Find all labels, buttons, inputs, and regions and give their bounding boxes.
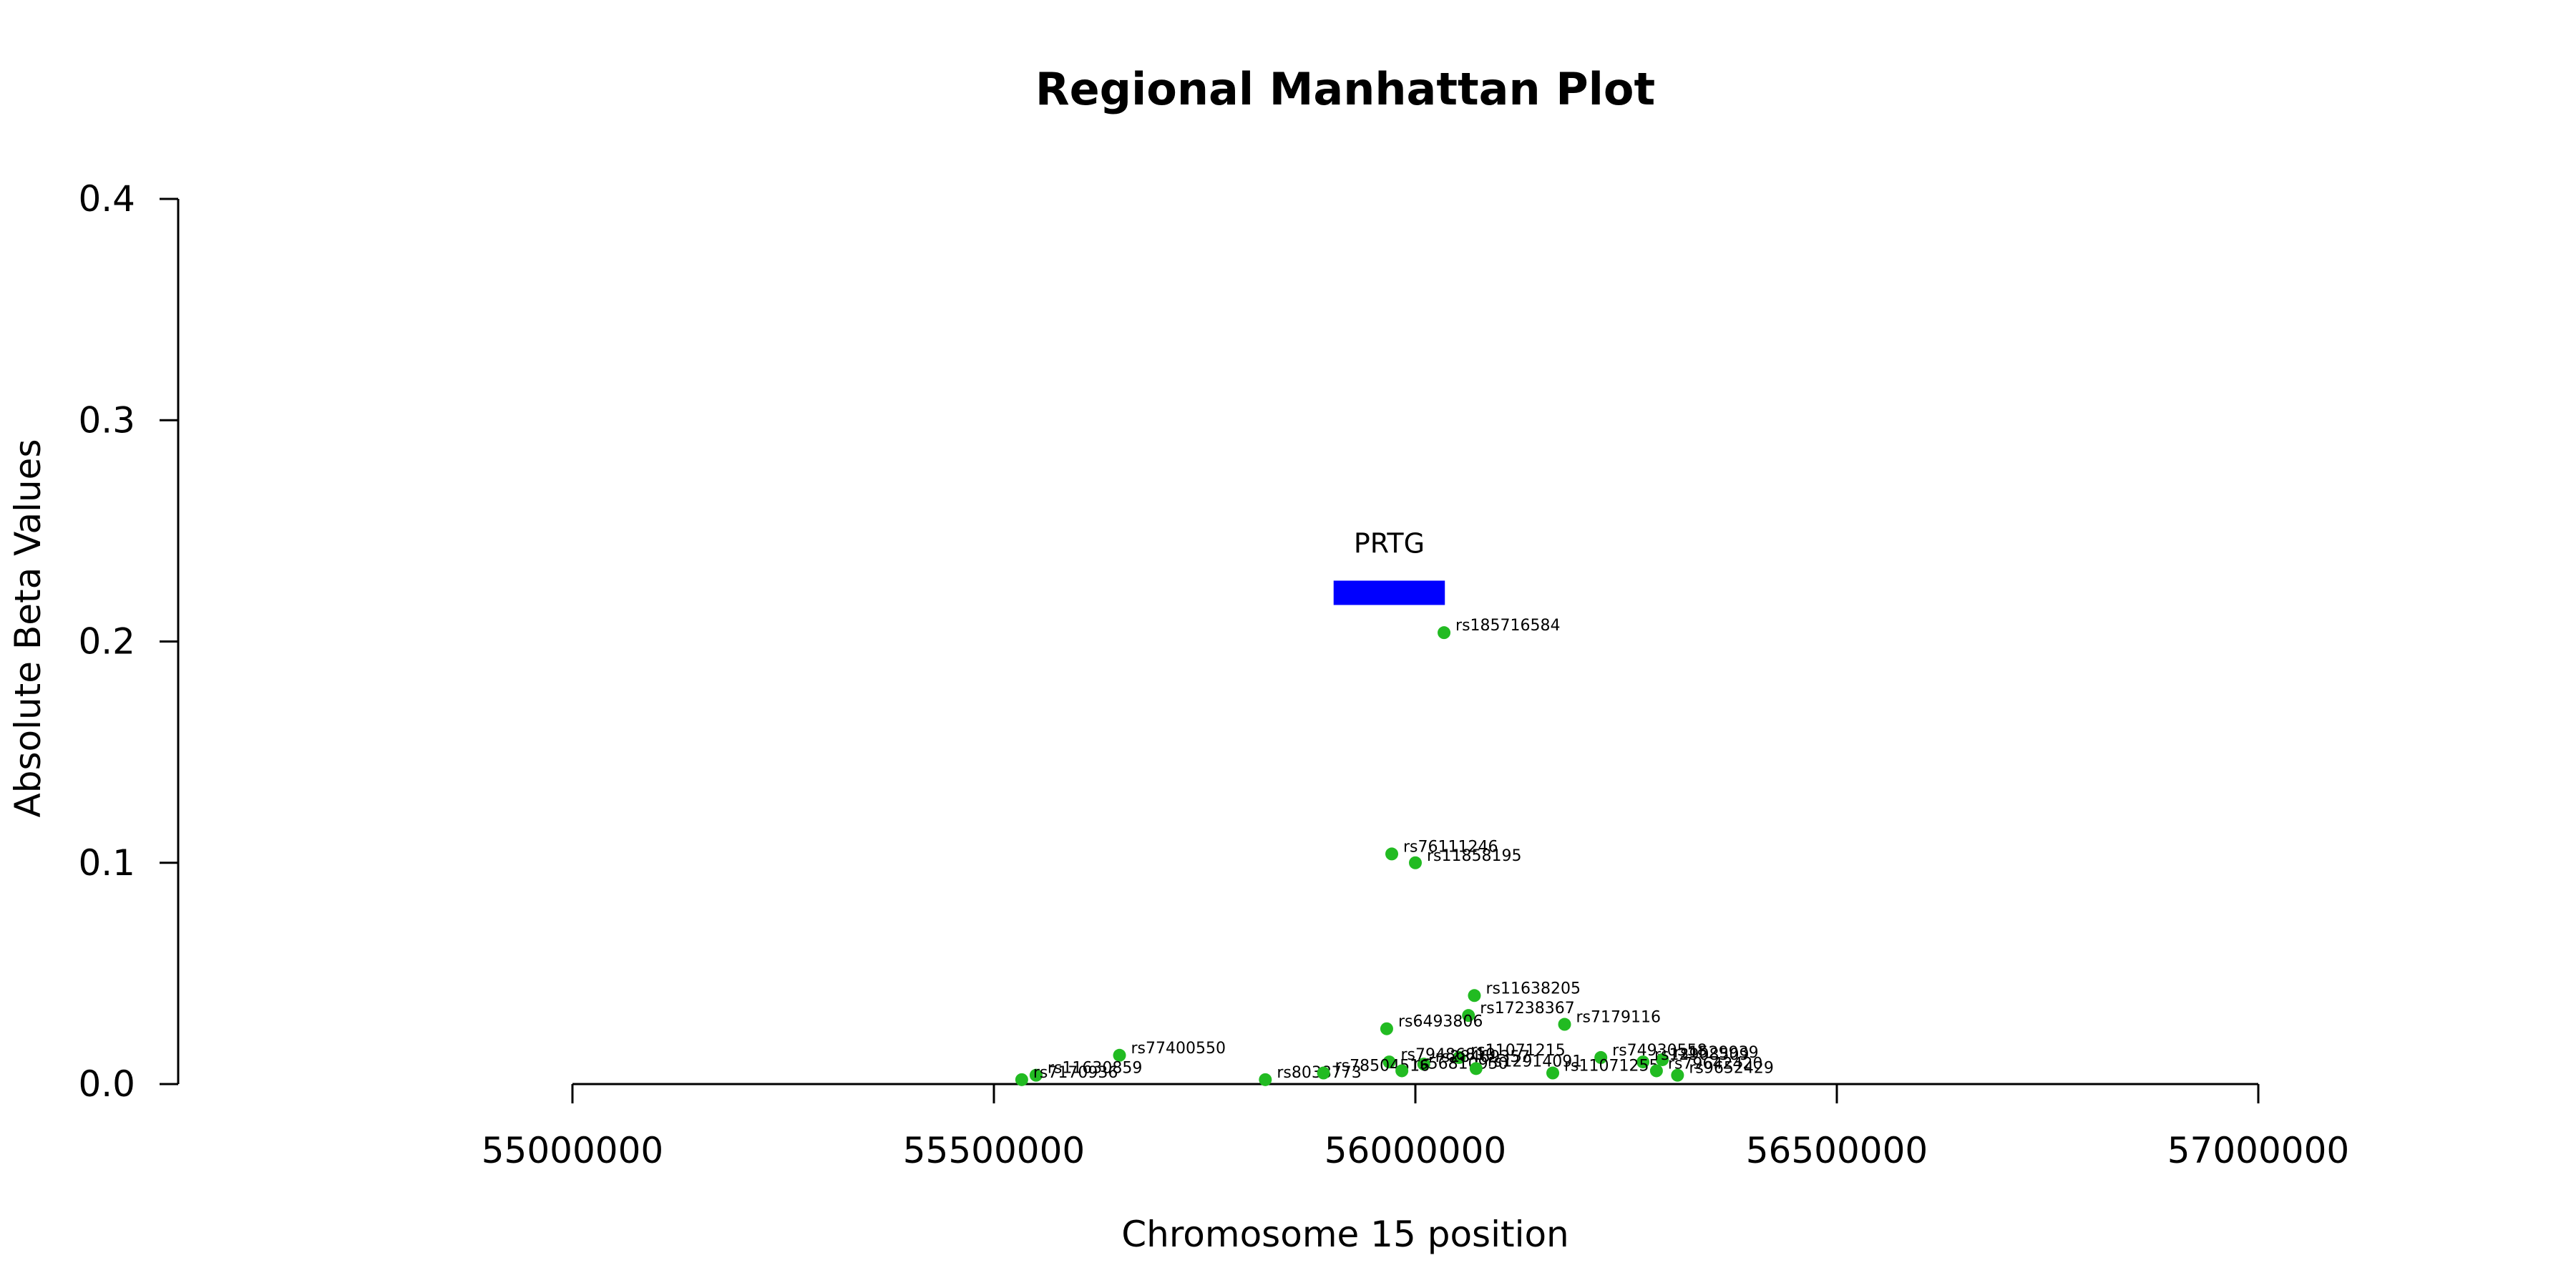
snp-point	[1317, 1066, 1330, 1080]
snp-label: rs7170936	[1033, 1064, 1118, 1082]
snp-point	[1649, 1064, 1663, 1078]
snp-label: rs79642420	[1668, 1055, 1762, 1073]
y-tick-label: 0.0	[78, 1063, 135, 1105]
snp-point	[1029, 1068, 1043, 1082]
snp-point	[1113, 1048, 1126, 1062]
snp-point	[1671, 1068, 1684, 1082]
snp-label: rs12914091	[1488, 1053, 1582, 1070]
gene-layer: PRTG	[1333, 527, 1445, 605]
snp-point	[1468, 989, 1481, 1002]
x-tick-label: 56500000	[1746, 1130, 1928, 1171]
snp-point	[1380, 1022, 1393, 1035]
y-tick-label: 0.2	[78, 621, 135, 663]
snp-point	[1385, 847, 1399, 861]
snp-point	[1462, 1009, 1475, 1023]
axes: 0.0 0.1 0.2 0.3 0.4 55000000 55500000 56000000 5…	[78, 178, 2349, 1171]
y-tick-label: 0.4	[78, 178, 135, 220]
snp-label: rs11071215	[1470, 1042, 1565, 1060]
snp-label: rs28469357	[1435, 1048, 1530, 1066]
snp-label: rs11638205	[1485, 980, 1580, 997]
snp-label: rs17238367	[1480, 1000, 1574, 1018]
snp-point	[1469, 1062, 1483, 1075]
snp-point	[1558, 1018, 1571, 1031]
snp-point	[1438, 626, 1451, 640]
snp-point	[1546, 1066, 1560, 1080]
x-tick-label: 57000000	[2167, 1130, 2350, 1171]
snp-point	[1382, 1055, 1396, 1069]
snp-label: rs56810950	[1413, 1055, 1508, 1073]
snp-label: rs12908509	[1654, 1046, 1749, 1064]
snp-label: rs1529939	[1674, 1044, 1759, 1062]
x-tick-label: 55500000	[903, 1130, 1085, 1171]
snp-label: rs11071255	[1564, 1058, 1659, 1075]
snp-point	[1395, 1064, 1409, 1078]
snp-label: rs76111246	[1403, 838, 1498, 856]
snp-point	[1656, 1053, 1669, 1066]
snp-point	[1015, 1073, 1028, 1086]
snp-point	[1636, 1055, 1650, 1069]
snp-label: rs79486810	[1400, 1046, 1495, 1064]
snp-label: rs9652429	[1689, 1060, 1774, 1078]
snp-point	[1259, 1073, 1272, 1086]
gene-label: PRTG	[1354, 527, 1425, 559]
snp-label: rs78504516	[1335, 1058, 1430, 1075]
snp-point	[1453, 1050, 1466, 1064]
x-tick-label: 55000000	[482, 1130, 664, 1171]
snp-point	[1417, 1058, 1430, 1071]
y-tick-label: 0.3	[78, 399, 135, 441]
x-tick-label: 56000000	[1324, 1130, 1507, 1171]
snp-label: rs77400550	[1131, 1040, 1226, 1058]
snp-point	[1409, 856, 1422, 869]
y-tick-label: 0.1	[78, 842, 135, 884]
snp-label: rs6493806	[1398, 1013, 1483, 1031]
snp-label: rs11630859	[1048, 1060, 1142, 1078]
gene-bar	[1333, 580, 1445, 605]
snp-point	[1594, 1050, 1608, 1064]
y-axis-label: Absolute Beta Values	[7, 439, 49, 818]
x-axis-label: Chromosome 15 position	[1121, 1214, 1569, 1255]
chart-title: Regional Manhattan Plot	[1035, 63, 1655, 115]
snp-label: rs7179116	[1576, 1009, 1662, 1027]
snp-label: rs185716584	[1455, 617, 1560, 635]
snp-label: rs11858195	[1427, 847, 1521, 865]
